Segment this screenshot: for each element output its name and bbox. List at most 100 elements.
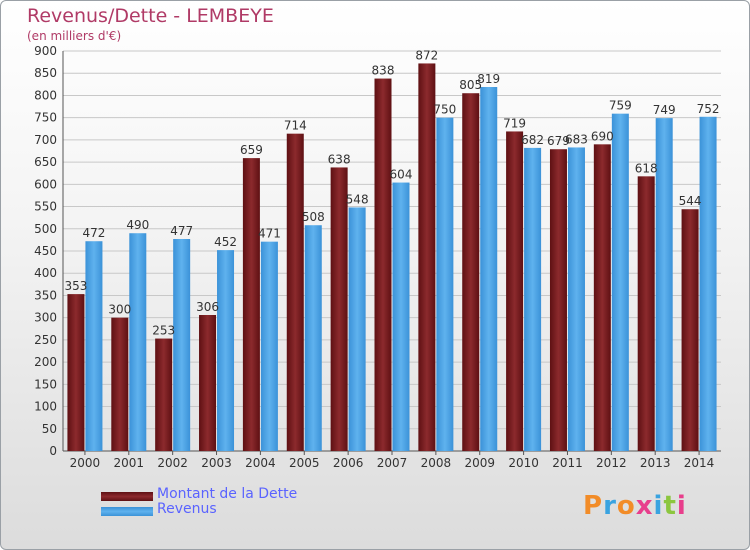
bar-revenue: [304, 225, 322, 451]
x-tick-label: 2004: [245, 456, 276, 470]
x-tick-label: 2010: [508, 456, 539, 470]
data-label-revenue: 471: [258, 227, 281, 241]
x-tick-label: 2006: [333, 456, 364, 470]
bar-revenue: [217, 250, 235, 451]
y-tick-label: 100: [34, 400, 57, 414]
data-label-revenue: 752: [697, 102, 720, 116]
bar-debt: [242, 158, 260, 451]
data-label-revenue: 682: [521, 133, 544, 147]
data-label-revenue: 548: [346, 192, 369, 206]
bar-revenue: [348, 207, 366, 451]
bar-debt: [593, 144, 611, 452]
y-tick-label: 0: [49, 444, 57, 458]
bar-debt: [286, 133, 304, 451]
y-tick-label: 900: [34, 44, 57, 58]
bar-revenue: [524, 147, 542, 451]
x-tick-label: 2008: [421, 456, 452, 470]
y-tick-label: 550: [34, 200, 57, 214]
y-tick-label: 600: [34, 177, 57, 191]
data-label-revenue: 452: [214, 235, 237, 249]
bar-revenue: [260, 241, 278, 451]
y-tick-label: 200: [34, 355, 57, 369]
data-label-debt: 805: [459, 78, 482, 92]
y-tick-label: 350: [34, 288, 57, 302]
legend-label-debt: Montant de la Dette: [157, 486, 298, 502]
logo-letter: r: [603, 491, 617, 521]
bar-debt: [67, 294, 85, 451]
data-label-revenue: 683: [565, 132, 588, 146]
bar-debt: [330, 167, 348, 451]
data-label-debt: 638: [328, 152, 351, 166]
bar-revenue: [611, 113, 629, 452]
data-label-revenue: 477: [170, 224, 193, 238]
data-label-revenue: 508: [302, 210, 325, 224]
data-label-revenue: 749: [653, 103, 676, 117]
legend-label-revenue: Revenus: [157, 501, 217, 517]
data-label-debt: 353: [64, 279, 87, 293]
gridlines: [63, 50, 721, 452]
data-label-debt: 618: [635, 161, 658, 175]
data-label-debt: 253: [152, 324, 175, 338]
bar-debt: [199, 315, 217, 451]
bar-revenue: [699, 116, 717, 452]
x-tick-label: 2007: [377, 456, 408, 470]
logo-letter: o: [616, 491, 636, 521]
logo-letter: P: [583, 491, 604, 521]
x-tick-label: 2013: [640, 456, 671, 470]
x-tick-label: 2003: [201, 456, 232, 470]
x-tick-label: 2009: [464, 456, 495, 470]
bar-debt: [506, 131, 524, 451]
data-label-revenue: 759: [609, 99, 632, 113]
bar-revenue: [436, 117, 454, 452]
bar-debt: [418, 63, 436, 451]
logo-letter: i: [653, 491, 664, 521]
y-tick-label: 300: [34, 311, 57, 325]
data-label-debt: 300: [108, 303, 131, 317]
bar-revenue: [129, 233, 147, 451]
y-tick-label: 750: [34, 111, 57, 125]
bar-debt: [111, 317, 129, 451]
proxiti-logo: Proxiti: [583, 491, 687, 521]
x-tick-label: 2005: [289, 456, 320, 470]
y-tick-label: 250: [34, 333, 57, 347]
data-label-revenue: 819: [477, 72, 500, 86]
legend-swatch-revenue: [101, 507, 153, 516]
axes: 0 50 100 150 200 250 300 350 400 450 500 550 600 650 7…: [34, 44, 721, 470]
bar-revenue: [85, 241, 103, 451]
y-tick-label: 150: [34, 377, 57, 391]
bar-revenue: [567, 147, 585, 451]
data-label-debt: 719: [503, 116, 526, 130]
data-label-debt: 679: [547, 134, 570, 148]
data-label-revenue: 490: [126, 218, 149, 232]
data-label-revenue: 604: [390, 168, 413, 182]
y-tick-label: 650: [34, 155, 57, 169]
data-labels: 353 472 300 490 253 477 306 452 659 471 714 508 638 5…: [64, 48, 719, 337]
chart-title: Revenus/Dette - LEMBEYE: [27, 5, 274, 27]
data-label-debt: 306: [196, 300, 219, 314]
chart-subtitle: (en milliers d'€): [27, 29, 122, 43]
x-tick-label: 2000: [70, 456, 101, 470]
x-tick-label: 2014: [684, 456, 715, 470]
bar-revenue: [480, 87, 498, 451]
data-label-debt: 838: [372, 64, 395, 78]
y-tick-label: 500: [34, 222, 57, 236]
legend-swatch-debt: [101, 492, 153, 501]
bar-debt: [462, 93, 480, 451]
x-tick-label: 2002: [157, 456, 188, 470]
bar-debt: [155, 338, 173, 451]
data-label-debt: 690: [591, 129, 614, 143]
bars: [67, 63, 717, 452]
x-tick-label: 2011: [552, 456, 583, 470]
y-tick-label: 850: [34, 66, 57, 80]
y-tick-label: 700: [34, 133, 57, 147]
bar-debt: [549, 149, 567, 451]
bar-debt: [374, 78, 392, 452]
data-label-debt: 544: [679, 194, 702, 208]
data-label-debt: 659: [240, 143, 263, 157]
data-label-debt: 872: [415, 48, 438, 62]
y-tick-label: 450: [34, 244, 57, 258]
logo-letter: i: [676, 491, 687, 521]
bar-revenue: [392, 182, 410, 452]
